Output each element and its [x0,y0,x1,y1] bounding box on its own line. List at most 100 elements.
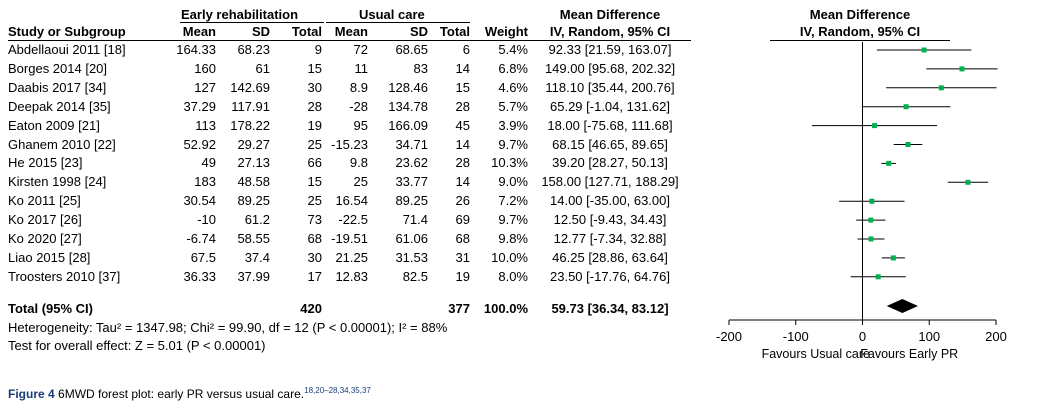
row-total-er: 9 [314,42,322,57]
row-mean-er: 37.29 [183,98,216,114]
row-sd-uc: 128.46 [388,79,428,95]
row-md-ci: 39.20 [28.27, 50.13] [552,155,668,171]
row-md-ci: 68.15 [46.65, 89.65] [552,136,668,152]
col-header-total-uc: Total [439,24,470,39]
row-mean-uc: -19.51 [331,231,368,246]
col-header-mean-uc: Mean [334,24,368,39]
row-total-uc: 69 [455,212,470,228]
caption-label: Figure 4 [8,387,55,401]
row-mean-er: 30.54 [183,193,216,209]
row-weight: 9.7% [498,212,528,228]
row-study-name: Abdellaoui 2011 [18] [8,42,126,57]
row-study-name: Troosters 2010 [37] [8,268,121,284]
row-total-er: 25 [307,193,322,209]
row-mean-uc: 12.83 [335,268,368,284]
header-rule [8,40,691,41]
row-weight: 7.2% [498,193,528,209]
row-sd-er: 178.22 [230,117,270,133]
row-sd-uc: 34.71 [395,136,428,152]
row-total-er: 28 [307,98,322,114]
row-mean-uc: -28 [349,98,368,114]
study-point [869,198,875,204]
caption-text: 6MWD forest plot: early PR versus usual … [58,387,305,401]
row-weight: 4.6% [498,79,528,95]
row-mean-uc: 95 [353,117,368,133]
row-total-uc: 19 [455,268,470,284]
row-total-er: 66 [307,155,322,171]
study-point [903,104,909,110]
row-total-uc: 28 [455,98,470,114]
row-sd-er: 58.55 [237,231,270,246]
row-total-er: 68 [307,231,322,246]
row-total-uc: 28 [455,155,470,171]
x-tick-label: -100 [783,329,809,344]
row-study-name: Eaton 2009 [21] [8,117,100,133]
total-n-er: 420 [300,301,322,316]
row-sd-er: 61 [255,60,270,76]
x-label-favours-usual-care: Favours Usual care [762,347,870,361]
x-label-favours-early-pr: Favours Early PR [860,347,958,361]
row-sd-er: 61.2 [244,212,270,228]
row-total-uc: 14 [455,174,470,190]
row-md-ci: 158.00 [127.71, 188.29] [541,174,679,190]
col-header-sd-uc: SD [409,24,428,39]
study-point [868,236,874,242]
row-md-ci: 118.10 [35.44, 200.76] [545,79,675,95]
overall-effect-diamond [886,299,918,313]
row-mean-uc: 21.25 [335,249,368,265]
row-sd-er: 142.69 [230,79,270,95]
forest-plot: -200 -100 0 100 200 Favours Usual careFavours… [716,42,1007,361]
plot-header-rule [770,40,950,41]
col-header-study: Study or Subgroup [8,24,126,39]
row-study-name: Borges 2014 [20] [8,60,108,76]
row-md-ci: 14.00 [-35.00, 63.00] [550,193,670,209]
group-header-early-rehab: Early rehabilitation [181,7,299,22]
study-point [905,142,911,147]
row-total-er: 15 [307,60,322,76]
row-sd-uc: 82.5 [402,268,428,284]
row-sd-er: 89.25 [237,193,270,209]
row-sd-uc: 23.62 [395,155,428,171]
row-study-name: Ko 2020 [27] [8,231,82,246]
row-md-ci: 92.33 [21.59, 163.07] [548,42,672,57]
row-md-ci: 46.25 [28.86, 63.64] [552,249,668,265]
col-header-total-er: Total [291,24,322,39]
row-study-name: Ghanem 2010 [22] [8,136,116,152]
row-total-uc: 14 [455,136,470,152]
group-underline-uc [326,22,470,23]
row-weight: 9.8% [498,231,528,246]
x-tick-label: -200 [716,329,742,344]
row-total-uc: 31 [455,249,470,265]
group-underline-er [180,22,324,23]
row-mean-uc: 8.9 [349,79,368,95]
x-tick-label: 200 [985,329,1007,344]
row-mean-uc: 72 [353,42,368,57]
row-weight: 10.0% [491,249,528,265]
row-weight: 5.7% [498,98,528,114]
row-study-name: He 2015 [23] [8,155,83,171]
row-total-er: 15 [307,174,322,190]
row-md-ci: 149.00 [95.68, 202.32] [544,60,676,76]
row-study-name: Daabis 2017 [34] [8,79,107,95]
row-mean-er: 113 [195,117,216,133]
row-sd-er: 37.99 [237,268,270,284]
row-sd-uc: 71.4 [402,212,428,228]
row-md-ci: 65.29 [-1.04, 131.62] [550,98,670,114]
row-sd-uc: 166.09 [388,117,428,133]
plot-header-mean-difference: Mean Difference [809,7,911,22]
row-weight: 5.4% [498,42,528,57]
row-total-uc: 45 [455,117,470,133]
row-mean-er: -10 [197,212,216,228]
row-study-name: Kirsten 1998 [24] [8,174,107,190]
row-mean-er: 127 [194,79,216,95]
row-sd-uc: 31.53 [395,249,428,265]
x-tick-label: 100 [918,329,940,344]
row-mean-uc: 25 [353,174,368,190]
row-sd-uc: 134.78 [388,98,428,114]
row-total-uc: 15 [455,79,470,95]
row-sd-uc: 33.77 [395,174,428,190]
row-weight: 9.0% [498,174,528,190]
row-mean-uc: 9.8 [349,155,368,171]
total-md-ci: 59.73 [36.34, 83.12] [551,301,669,316]
col-header-mean-er: Mean [182,24,216,39]
